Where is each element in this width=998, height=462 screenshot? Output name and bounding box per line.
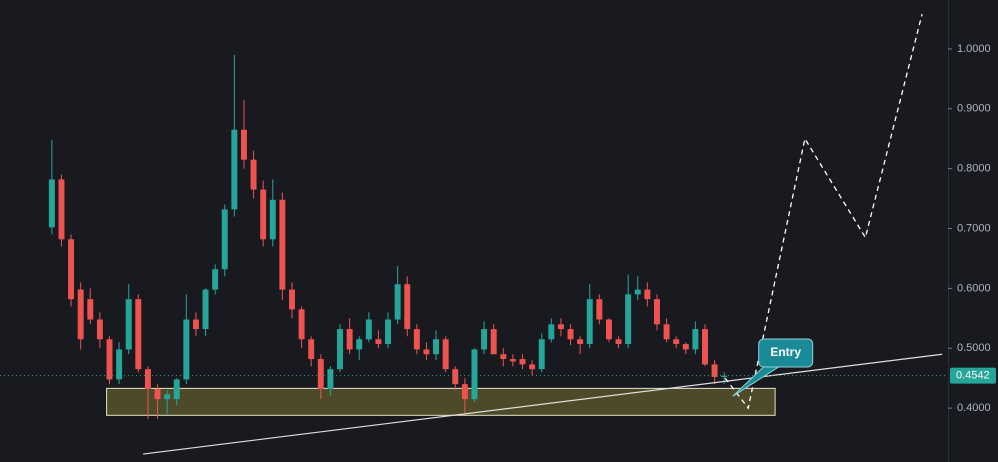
candle-body [413, 329, 420, 350]
candle-body [308, 339, 315, 360]
candle-body [173, 379, 180, 400]
candle-body [529, 364, 536, 370]
last-price-badge [950, 367, 996, 384]
candle-body [394, 284, 401, 320]
candle-body [663, 324, 670, 340]
candle-body [68, 239, 75, 300]
candle-body [673, 339, 680, 345]
candle-body [240, 129, 247, 160]
candle-body [87, 299, 94, 320]
y-tick-label: 0.8000 [957, 163, 991, 175]
candle-body [605, 319, 612, 340]
candle-body [135, 299, 142, 370]
y-tick-label: 0.6000 [957, 282, 991, 294]
candle-body [202, 289, 209, 330]
candle-body [634, 289, 641, 295]
candle-body [644, 289, 651, 300]
candle-body [106, 339, 113, 380]
candle-body [231, 129, 238, 210]
candle-body [711, 364, 718, 377]
candle-body [289, 289, 295, 310]
candle-body [96, 319, 103, 340]
last-price-label: 0.4542 [956, 370, 990, 382]
candle-body [269, 199, 276, 240]
candle-body [279, 199, 286, 290]
y-tick-label: 0.9000 [957, 103, 991, 115]
candle-body [577, 339, 584, 345]
candle-body [692, 329, 699, 350]
candle-body [567, 329, 574, 340]
trendline [143, 353, 943, 455]
y-tick-label: 0.5000 [957, 342, 991, 354]
candle-body [471, 349, 478, 400]
candle-body [548, 324, 555, 340]
candle-body [519, 359, 526, 365]
candle-body [164, 394, 171, 400]
candle-body [721, 375, 728, 377]
candle-body [77, 289, 84, 340]
candle-body [682, 344, 689, 350]
candle-body [538, 339, 545, 370]
candle-body [404, 284, 411, 330]
y-tick-label: 1.0000 [957, 43, 991, 55]
candle-body [375, 339, 382, 345]
candle-body [116, 349, 123, 380]
candle-body [192, 319, 199, 330]
candle-body [48, 179, 55, 228]
candle-body [144, 369, 151, 389]
candle-body [586, 299, 593, 345]
candle-body [433, 339, 440, 355]
candle-body [702, 329, 708, 365]
candle-body [337, 329, 343, 370]
candle-body [423, 349, 430, 355]
candle-body [500, 354, 507, 360]
candle-body [183, 319, 190, 380]
candle-body [346, 329, 353, 350]
candle-body [365, 319, 372, 340]
candle-body [125, 299, 132, 350]
candle-body [442, 339, 449, 370]
candle-body [154, 388, 161, 400]
candle-body [356, 339, 363, 350]
candle-body [481, 329, 488, 350]
candle-body [653, 299, 660, 325]
candle-body [385, 319, 392, 345]
candle-body [461, 384, 468, 400]
candle-body [509, 359, 516, 362]
projection-path [724, 14, 923, 410]
candle-body [250, 159, 257, 190]
candle-body [298, 309, 305, 340]
candle-body [557, 324, 564, 330]
candle-body [452, 369, 459, 385]
support-zone [106, 387, 776, 416]
callout-text: Entry [770, 345, 801, 359]
candle-body [221, 209, 228, 270]
candle-body [212, 269, 219, 290]
candle-body [327, 369, 334, 389]
candle-body [615, 339, 622, 345]
candle-body [596, 299, 603, 320]
candle-body [260, 189, 267, 240]
y-tick-label: 0.7000 [957, 222, 991, 234]
y-tick-label: 0.4000 [957, 402, 991, 414]
callout-box [758, 338, 814, 368]
candle-body [58, 179, 65, 240]
candle-body [490, 329, 497, 355]
candle-body [625, 294, 632, 345]
candle-body [317, 359, 324, 389]
